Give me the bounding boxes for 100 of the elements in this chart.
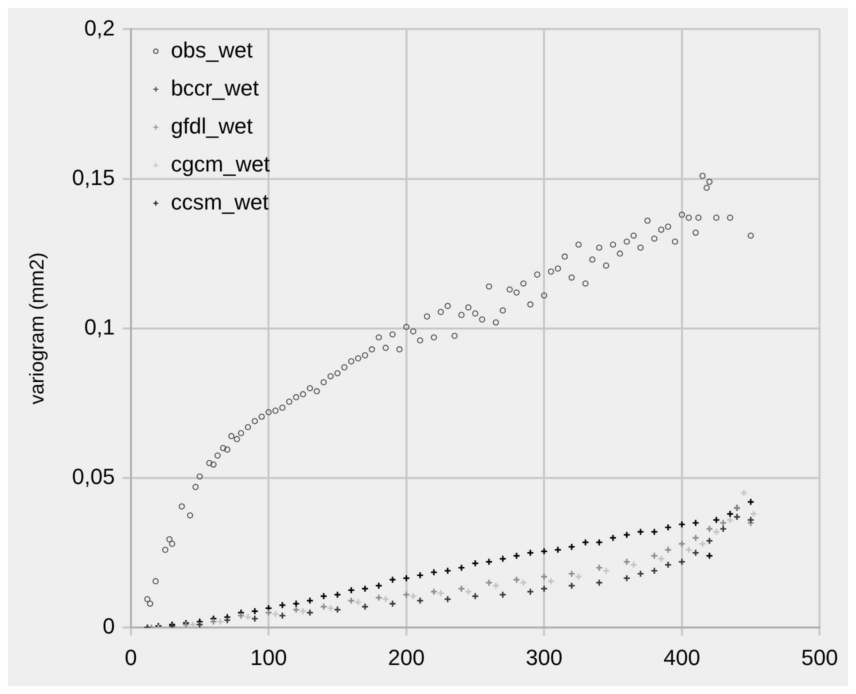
point [664, 546, 672, 554]
point [568, 570, 576, 578]
point [334, 606, 342, 614]
point [430, 568, 438, 576]
point [382, 595, 390, 603]
point [223, 616, 232, 624]
point [692, 549, 700, 557]
point [540, 548, 548, 556]
point [458, 564, 466, 572]
point [622, 558, 631, 566]
point [512, 552, 520, 560]
legend-label: bccr_wet [170, 75, 259, 100]
point [251, 614, 259, 622]
point [264, 608, 272, 616]
point [272, 610, 280, 618]
x-tick-label: 500 [801, 644, 838, 670]
point [416, 571, 424, 580]
point [512, 576, 520, 584]
point [602, 566, 610, 575]
point [292, 600, 300, 608]
point [540, 572, 548, 581]
point [361, 602, 369, 610]
point [692, 534, 700, 542]
point [306, 608, 314, 616]
point [485, 578, 493, 587]
point [636, 570, 644, 578]
point [712, 516, 720, 524]
point [299, 607, 307, 615]
point [706, 525, 714, 533]
point [196, 620, 204, 628]
legend-label: cgcm_wet [170, 151, 270, 176]
point [334, 590, 342, 598]
point [630, 560, 638, 569]
point [436, 589, 445, 597]
point [726, 510, 734, 518]
point [210, 618, 218, 626]
point [554, 546, 562, 554]
point [719, 519, 728, 527]
x-tick-label: 300 [526, 644, 562, 670]
point [657, 554, 666, 563]
point [278, 601, 286, 609]
point [706, 537, 714, 545]
point [712, 528, 720, 536]
point [622, 574, 631, 582]
point [678, 520, 686, 528]
point [416, 596, 424, 604]
point [374, 594, 383, 602]
x-tick-label: 100 [250, 644, 287, 670]
x-tick-label: 0 [124, 644, 137, 670]
y-tick-label: 0,05 [72, 464, 115, 490]
point [574, 572, 582, 581]
point [402, 574, 410, 582]
legend-label: ccsm_wet [170, 189, 269, 214]
point [698, 540, 706, 548]
point [719, 525, 728, 533]
point [485, 558, 493, 566]
point [622, 531, 631, 539]
y-tick-label: 0 [102, 614, 115, 639]
y-axis-title: variogram (mm2) [26, 252, 49, 405]
point [374, 582, 383, 590]
point [498, 590, 507, 598]
point [733, 513, 741, 521]
point [706, 552, 714, 560]
point [458, 584, 466, 593]
point [402, 590, 410, 598]
point [189, 620, 197, 628]
point [278, 612, 286, 620]
point [678, 558, 686, 566]
point [595, 564, 604, 572]
legend-label: obs_wet [170, 37, 253, 62]
point [306, 596, 314, 604]
point [320, 602, 328, 610]
point [582, 538, 590, 546]
point [388, 600, 396, 608]
point [471, 559, 480, 568]
point [664, 524, 672, 532]
x-tick-label: 400 [664, 644, 700, 670]
point [498, 554, 507, 563]
point [609, 534, 617, 542]
point [292, 606, 300, 614]
point [684, 546, 693, 554]
point [216, 618, 224, 626]
point [526, 549, 534, 557]
point [326, 604, 334, 612]
point [547, 577, 555, 586]
point [237, 612, 245, 620]
point [520, 578, 528, 587]
point [746, 498, 755, 506]
point [650, 528, 658, 536]
point [444, 595, 452, 603]
point [650, 552, 658, 560]
y-tick-label: 0,2 [84, 15, 115, 40]
point [347, 586, 356, 594]
x-tick-label: 200 [388, 644, 425, 670]
point [464, 588, 472, 596]
point [492, 582, 500, 590]
point [244, 613, 252, 621]
point [444, 566, 452, 575]
point [750, 510, 758, 518]
y-tick-label: 0,15 [72, 164, 115, 190]
